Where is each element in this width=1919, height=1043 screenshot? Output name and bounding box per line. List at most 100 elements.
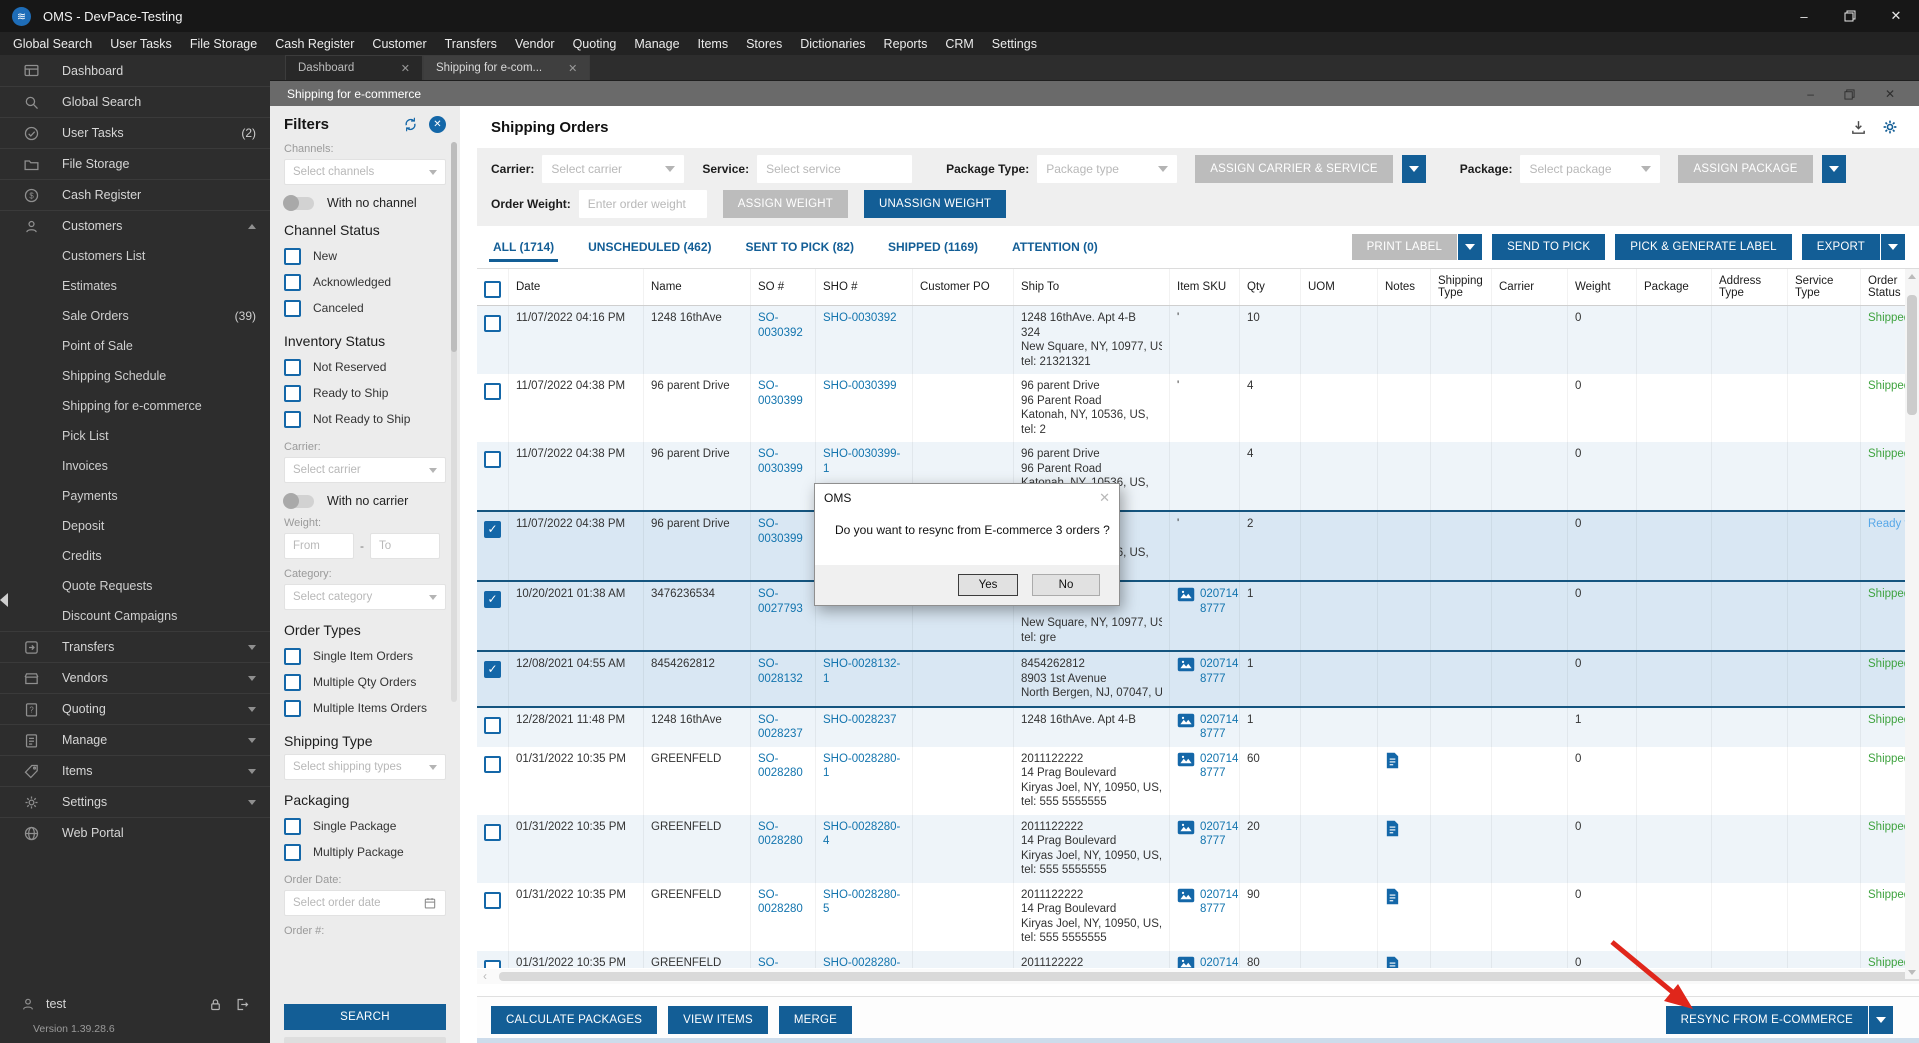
scroll-left-icon[interactable]: ‹ [483, 972, 487, 981]
sidebar-item-global-search[interactable]: Global Search [0, 86, 270, 117]
filter-option-multiple-qty-orders[interactable]: Multiple Qty Orders [284, 669, 446, 695]
sidebar-item-deposit[interactable]: Deposit [0, 511, 270, 541]
with-no-channel-toggle[interactable] [284, 197, 314, 210]
vertical-scrollbar[interactable] [1905, 269, 1919, 979]
menu-global-search[interactable]: Global Search [4, 37, 101, 51]
send-to-pick-button[interactable]: SEND TO PICK [1492, 234, 1605, 260]
so-link[interactable]: SO-0027793 [758, 588, 803, 615]
sidebar-item-pick-list[interactable]: Pick List [0, 421, 270, 451]
menu-customer[interactable]: Customer [363, 37, 435, 51]
print-label-dropdown[interactable] [1458, 234, 1482, 260]
assign-package-button[interactable]: ASSIGN PACKAGE [1678, 155, 1812, 183]
row-checkbox[interactable]: ✓ [484, 521, 501, 538]
view-tab-sent[interactable]: SENT TO PICK (82) [744, 228, 856, 266]
order-date-input[interactable]: Select order date [284, 890, 446, 916]
menu-crm[interactable]: CRM [936, 37, 982, 51]
sidebar-item-manage[interactable]: Manage [0, 724, 270, 755]
tab-dashboard[interactable]: Dashboard ✕ [285, 55, 423, 80]
sidebar-collapse-icon[interactable] [0, 593, 8, 607]
table-row[interactable]: 01/31/2022 10:35 PMGREENFELDSO-0028280SH… [477, 747, 1919, 815]
filter-option-single-package[interactable]: Single Package [284, 813, 446, 839]
sidebar-item-estimates[interactable]: Estimates [0, 271, 270, 301]
row-checkbox[interactable] [484, 960, 501, 969]
row-checkbox-cell[interactable] [477, 815, 509, 883]
sidebar-item-user-tasks[interactable]: User Tasks(2) [0, 117, 270, 148]
unassign-weight-button[interactable]: UNASSIGN WEIGHT [864, 190, 1006, 218]
row-checkbox-cell[interactable] [477, 951, 509, 969]
checkbox[interactable] [284, 411, 301, 428]
item-sku-link[interactable]: 0207142 8777 [1200, 713, 1240, 742]
so-link[interactable]: SO-0028280 [758, 957, 803, 969]
sidebar-item-invoices[interactable]: Invoices [0, 451, 270, 481]
sidebar-item-quote-requests[interactable]: Quote Requests [0, 571, 270, 601]
sho-link[interactable]: SHO-0028280-1 [823, 753, 900, 780]
note-icon[interactable] [1385, 822, 1400, 834]
item-sku-link[interactable]: 0207142 8777 [1200, 888, 1240, 917]
note-icon[interactable] [1385, 958, 1400, 968]
with-no-carrier-toggle[interactable] [284, 495, 314, 508]
sidebar-item-shipping-for-e-commerce[interactable]: Shipping for e-commerce [0, 391, 270, 421]
select-all-checkbox-cell[interactable] [477, 269, 509, 305]
sho-link[interactable]: SHO-0028132-1 [823, 658, 900, 685]
view-items-button[interactable]: VIEW ITEMS [668, 1006, 768, 1034]
filter-option-new[interactable]: New [284, 243, 446, 269]
view-tab-shipped[interactable]: SHIPPED (1169) [886, 228, 980, 266]
sidebar-item-credits[interactable]: Credits [0, 541, 270, 571]
vertical-scroll-thumb[interactable] [1907, 295, 1917, 415]
menu-transfers[interactable]: Transfers [436, 37, 506, 51]
menu-quoting[interactable]: Quoting [564, 37, 626, 51]
checkbox[interactable] [284, 300, 301, 317]
so-link[interactable]: SO-0030399 [758, 448, 803, 475]
checkbox[interactable] [284, 359, 301, 376]
so-link[interactable]: SO-0028280 [758, 753, 803, 780]
sho-link[interactable]: SHO-0030399-1 [823, 448, 900, 475]
row-checkbox-cell[interactable]: ✓ [477, 652, 509, 706]
so-link[interactable]: SO-0030399 [758, 380, 803, 407]
table-row[interactable]: 01/31/2022 10:35 PMGREENFELDSO-0028280SH… [477, 815, 1919, 883]
assign-carrier-service-button[interactable]: ASSIGN CARRIER & SERVICE [1195, 155, 1393, 183]
filter-option-ready-to-ship[interactable]: Ready to Ship [284, 380, 446, 406]
inner-minimize-button[interactable]: – [1807, 87, 1814, 101]
checkbox[interactable] [284, 274, 301, 291]
row-checkbox[interactable]: ✓ [484, 591, 501, 608]
minimize-button[interactable]: – [1781, 0, 1827, 32]
assign-carrier-service-dropdown[interactable] [1402, 155, 1426, 183]
calculate-packages-button[interactable]: CALCULATE PACKAGES [491, 1006, 657, 1034]
checkbox[interactable] [284, 700, 301, 717]
so-link[interactable]: SO-0028237 [758, 714, 803, 741]
table-row[interactable]: 11/07/2022 04:16 PM1248 16thAveSO-003039… [477, 306, 1919, 374]
so-link[interactable]: SO-0028280 [758, 821, 803, 848]
checkbox[interactable] [284, 385, 301, 402]
horizontal-scrollbar[interactable]: ‹ › [477, 969, 1919, 984]
view-tab-unscheduled[interactable]: UNSCHEDULED (462) [586, 228, 713, 266]
sidebar-item-discount-campaigns[interactable]: Discount Campaigns [0, 601, 270, 631]
refresh-filters-icon[interactable] [402, 116, 419, 133]
filter-option-not-reserved[interactable]: Not Reserved [284, 354, 446, 380]
checkbox[interactable] [284, 248, 301, 265]
row-checkbox[interactable] [484, 824, 501, 841]
so-link[interactable]: SO-0030392 [758, 312, 803, 339]
menu-manage[interactable]: Manage [625, 37, 688, 51]
sho-link[interactable]: SHO-0028280-4 [823, 821, 900, 848]
menu-vendor[interactable]: Vendor [506, 37, 564, 51]
package-select[interactable]: Select package [1520, 155, 1660, 183]
checkbox[interactable] [284, 648, 301, 665]
note-icon[interactable] [1385, 890, 1400, 902]
grid-settings-gear-icon[interactable] [1881, 118, 1899, 136]
table-row[interactable]: 01/31/2022 10:35 PMGREENFELDSO-0028280SH… [477, 951, 1919, 969]
order-weight-input[interactable]: Enter order weight [579, 190, 707, 218]
inner-restore-button[interactable] [1844, 87, 1855, 101]
dialog-close-icon[interactable]: ✕ [1099, 490, 1110, 506]
sho-link[interactable]: SHO-0030392 [823, 312, 897, 324]
menu-dictionaries[interactable]: Dictionaries [791, 37, 874, 51]
sidebar-item-shipping-schedule[interactable]: Shipping Schedule [0, 361, 270, 391]
no-button[interactable]: No [1032, 574, 1100, 596]
sidebar-item-quoting[interactable]: ?Quoting [0, 693, 270, 724]
sho-link[interactable]: SHO-0028280-5 [823, 889, 900, 916]
select-all-checkbox[interactable] [484, 281, 501, 298]
search-button[interactable]: SEARCH [284, 1004, 446, 1030]
table-row[interactable]: 01/31/2022 10:35 PMGREENFELDSO-0028280SH… [477, 883, 1919, 951]
sho-link[interactable]: SHO-0028237 [823, 714, 897, 726]
checkbox[interactable] [284, 844, 301, 861]
pick-generate-label-button[interactable]: PICK & GENERATE LABEL [1615, 234, 1792, 260]
